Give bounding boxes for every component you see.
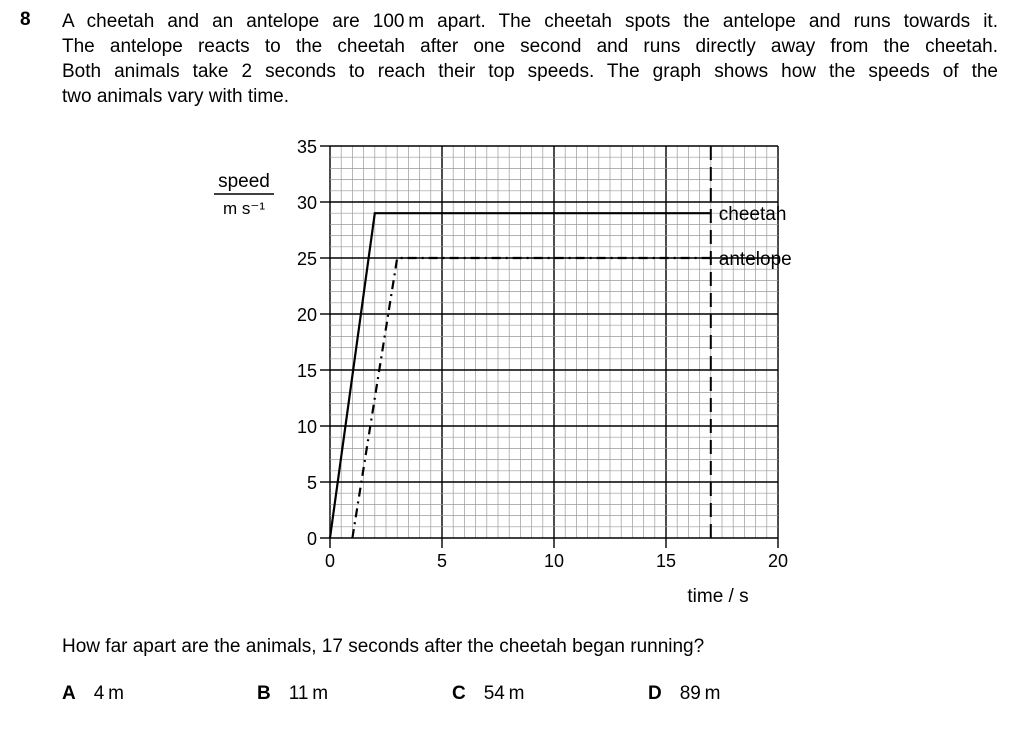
option-b[interactable]: B 11 m [257,683,328,705]
option-letter: D [648,683,662,704]
x-axis-label: time / s [687,586,748,607]
y-tick-label: 35 [297,137,317,157]
question-stem: A cheetah and an antelope are 100 m apar… [62,9,998,109]
cheetah-line [328,212,711,539]
x-tick-label: 10 [544,551,564,571]
graph-labels: speed m s⁻¹ time / s [214,171,749,607]
y-tick-label: 0 [307,529,317,549]
y-tick-label: 20 [297,305,317,325]
stem-line: A cheetah and an antelope are 100 m apar… [62,11,998,32]
option-letter: C [452,683,466,704]
y-axis-label-numerator: speed [218,171,270,192]
graph-series: cheetah antelope [328,146,792,539]
y-tick-label: 5 [307,473,317,493]
option-text: 89 m [679,683,721,704]
option-text: 11 m [288,683,329,704]
option-c[interactable]: C 54 m [452,683,525,705]
x-tick-label: 20 [768,551,788,571]
question-number: 8 [20,9,31,30]
option-letter: A [62,683,76,704]
y-tick-label: 25 [297,249,317,269]
y-tick-label: 30 [297,193,317,213]
option-a[interactable]: A 4 m [62,683,124,705]
graph-grid [329,145,779,539]
speed-time-graph: 0 5 10 15 20 25 30 35 0 5 10 15 20 cheetah antelope s… [214,137,792,607]
x-tick-label: 15 [656,551,676,571]
y-axis-label-denominator: m s⁻¹ [223,199,265,218]
y-tick-label: 15 [297,361,317,381]
stem-line: The antelope reacts to the cheetah after… [62,36,998,57]
option-letter: B [257,683,271,704]
question-prompt: How far apart are the animals, 17 second… [62,636,705,657]
stem-line: Both animals take 2 seconds to reach the… [62,61,998,82]
option-text: 4 m [93,683,124,704]
y-tick-label: 10 [297,417,317,437]
x-tick-label: 0 [325,551,335,571]
cheetah-label: cheetah [719,204,787,225]
x-tick-label: 5 [437,551,447,571]
option-text: 54 m [483,683,525,704]
stem-line: two animals vary with time. [62,86,290,107]
antelope-label: antelope [719,249,792,270]
option-d[interactable]: D 89 m [648,683,721,705]
graph-ticks: 0 5 10 15 20 25 30 35 0 5 10 15 20 [297,137,788,571]
